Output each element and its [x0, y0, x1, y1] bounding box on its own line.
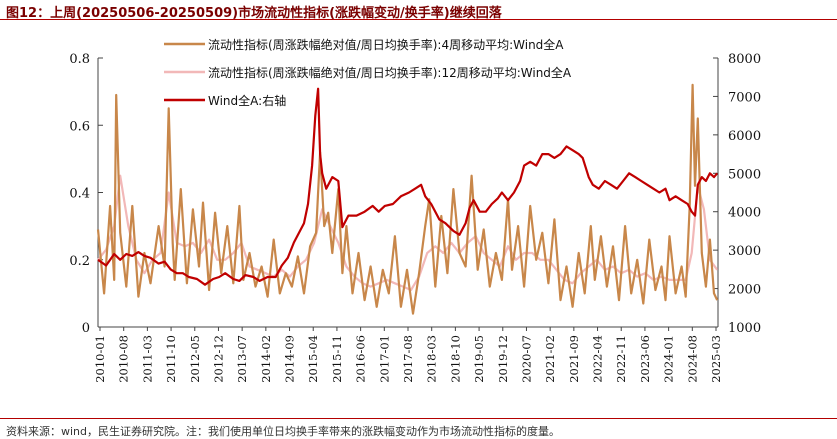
x-tick-label: 2023-06 — [638, 335, 652, 383]
x-tick-label: 2016-06 — [354, 335, 368, 383]
series-line-2 — [97, 87, 719, 286]
chart: 0 0.2 0.4 0.6 0.8 1000 2000 3000 4000 5000 6000 700… — [69, 37, 761, 383]
x-tick-label: 2010-08 — [117, 335, 131, 383]
y-left-tick-label: 0.2 — [69, 254, 90, 269]
y-left-tick-label: 0.6 — [69, 119, 90, 134]
figure-title: 图12：上周(20250506-20250509)市场流动性指标(涨跌幅变动/换… — [6, 6, 502, 21]
y-right-tick-label: 1000 — [728, 321, 761, 336]
x-tick-label: 2012-12 — [211, 335, 225, 383]
legend: 流动性指标(周涨跌幅绝对值/周日均换手率):4周移动平均:Wind全A 流动性指标… — [164, 37, 572, 108]
x-tick-label: 2011-03 — [140, 335, 154, 383]
x-tick-label: 2017-01 — [377, 335, 391, 383]
x-tick-label: 2022-11 — [614, 335, 628, 383]
x-tick-label: 2019-05 — [472, 335, 486, 383]
x-tick-label: 2017-08 — [401, 335, 415, 383]
y-right-tick-label: 2000 — [728, 283, 761, 298]
x-tick-label: 2018-10 — [448, 335, 462, 383]
x-tick-label: 2012-05 — [188, 335, 202, 383]
y-right-tick-label: 6000 — [728, 129, 761, 144]
x-tick-label: 2014-02 — [259, 335, 273, 383]
x-tick-label: 2021-02 — [543, 335, 557, 383]
y-right-tick-label: 7000 — [728, 90, 761, 105]
y-right-tick-label: 5000 — [728, 167, 761, 182]
x-tick-label: 2024-01 — [662, 335, 676, 383]
x-tick-label: 2015-04 — [306, 335, 320, 383]
x-tick-label: 2015-11 — [330, 335, 344, 383]
y-left-tick-label: 0 — [82, 321, 90, 336]
x-tick-label: 2018-03 — [425, 335, 439, 383]
x-tick-label: 2011-10 — [164, 335, 178, 383]
y-left-tick-label: 0.8 — [69, 52, 90, 67]
x-tick-label: 2022-04 — [591, 335, 605, 383]
x-tick-label: 2013-07 — [235, 335, 249, 383]
y-right-tick-label: 3000 — [728, 244, 761, 259]
x-tick-label: 2020-07 — [519, 335, 533, 383]
series-line-0 — [96, 83, 719, 315]
axes: 0 0.2 0.4 0.6 0.8 1000 2000 3000 4000 5000 6000 700… — [69, 52, 761, 383]
y-right-tick-label: 4000 — [728, 206, 761, 221]
y-left-tick-label: 0.4 — [69, 187, 90, 202]
legend-label-0: 流动性指标(周涨跌幅绝对值/周日均换手率):4周移动平均:Wind全A — [208, 37, 564, 52]
source-note: 资料来源：wind，民生证券研究院。注：我们使用单位日均换手率带来的涨跌幅变动作… — [6, 425, 561, 438]
y-right-tick-label: 8000 — [728, 52, 761, 67]
series-lines — [96, 83, 719, 315]
title-rule — [0, 19, 837, 20]
legend-label-2: Wind全A:右轴 — [208, 93, 286, 108]
x-tick-label: 2014-09 — [283, 335, 297, 383]
x-tick-label: 2010-01 — [93, 335, 107, 383]
x-tick-label: 2024-08 — [685, 335, 699, 383]
x-tick-label: 2025-03 — [709, 335, 723, 383]
x-tick-label: 2021-09 — [567, 335, 581, 383]
bottom-rule — [0, 418, 837, 419]
x-tick-label: 2019-12 — [496, 335, 510, 383]
legend-label-1: 流动性指标(周涨跌幅绝对值/周日均换手率):12周移动平均:Wind全A — [208, 65, 572, 80]
